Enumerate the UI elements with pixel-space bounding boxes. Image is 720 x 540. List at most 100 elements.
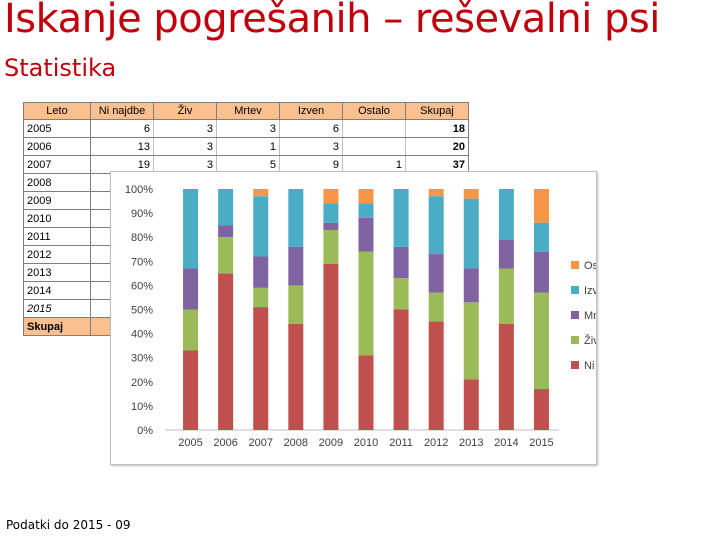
header-ziv: Živ: [153, 102, 217, 120]
y-tick-label: 60%: [131, 280, 153, 292]
table-cell: 6: [90, 119, 154, 138]
bar-segment-izven-2013: [463, 198, 479, 269]
table-cell-year: 2014: [23, 281, 91, 300]
bar-segment--iv-2013: [463, 302, 479, 380]
slide-subtitle: Statistika: [4, 54, 117, 82]
table-cell-year: 2006: [23, 137, 91, 156]
bar-segment-ni-najdbe-2008: [288, 323, 304, 430]
table-cell: 3: [279, 137, 343, 156]
bar-segment--iv-2007: [253, 287, 269, 308]
table-cell: [342, 119, 406, 138]
y-tick-label: 10%: [131, 401, 153, 413]
legend-label: Živ: [584, 334, 596, 347]
y-tick-label: 20%: [131, 377, 153, 389]
header-skupaj: Skupaj: [405, 102, 469, 120]
bar-segment-ostalo-2012: [428, 189, 444, 197]
x-tick-label: 2015: [529, 437, 553, 449]
bar-segment-izven-2011: [393, 189, 409, 247]
bar-segment-ni-najdbe-2010: [358, 355, 374, 430]
bar-segment-izven-2005: [183, 189, 199, 269]
x-tick-label: 2005: [178, 437, 202, 449]
header-izven: Izven: [279, 102, 343, 120]
table-cell-year: 2009: [23, 191, 91, 210]
bar-segment-mrtev-2007: [253, 256, 269, 288]
table-cell-year: 2011: [23, 227, 91, 246]
bar-segment-mrtev-2009: [323, 222, 339, 230]
chart-panel: 0% 10% 20% 30% 40% 50% 60% 70% 80% 90% 100% 2005 200…: [110, 171, 597, 465]
x-tick-label: 2009: [319, 437, 343, 449]
table-cell-year: 2013: [23, 263, 91, 282]
x-tick-label: 2007: [248, 437, 272, 449]
table-total-label: Skupaj: [23, 317, 91, 336]
table-cell: 6: [279, 119, 343, 138]
bar-segment--iv-2008: [288, 285, 304, 324]
bar-segment-mrtev-2015: [533, 251, 549, 293]
table-cell: 20: [405, 137, 469, 156]
bar-segment-ostalo-2010: [358, 189, 374, 204]
x-tick-label: 2012: [424, 437, 448, 449]
bar-segment--iv-2011: [393, 278, 409, 310]
bar-segment-izven-2012: [428, 196, 444, 255]
table-header-row: Leto Ni najdbe Živ Mrtev Izven Ostalo Sk…: [23, 102, 469, 120]
table-row: 2005 6 3 3 6 18: [23, 119, 469, 138]
y-tick-label: 80%: [131, 232, 153, 244]
table-row: 2006 13 3 1 3 20: [23, 137, 469, 156]
header-ostalo: Ostalo: [342, 102, 406, 120]
legend-label: Ostalo: [584, 260, 596, 272]
y-tick-label: 50%: [131, 305, 153, 317]
bar-segment-ni-najdbe-2009: [323, 263, 339, 430]
bar-segment-ni-najdbe-2006: [218, 273, 234, 430]
slide-title: Iskanje pogrešanih – reševalni psi: [4, 0, 660, 42]
table-cell-year: 2010: [23, 209, 91, 228]
bar-segment-mrtev-2013: [463, 268, 479, 303]
stacked-bar-chart: 0% 10% 20% 30% 40% 50% 60% 70% 80% 90% 100% 2005 200…: [125, 184, 596, 449]
legend-swatch: [571, 261, 579, 269]
y-tick-label: 30%: [131, 353, 153, 365]
bar-segment-izven-2007: [253, 196, 269, 257]
table-cell: [342, 137, 406, 156]
table-cell-year: 2015: [23, 299, 91, 318]
footer-note: Podatki do 2015 - 09: [6, 518, 131, 532]
x-tick-label: 2010: [354, 437, 378, 449]
x-tick-label: 2006: [213, 437, 237, 449]
bar-segment-mrtev-2010: [358, 217, 374, 252]
bar-segment-mrtev-2008: [288, 246, 304, 286]
x-tick-label: 2011: [389, 437, 413, 449]
header-leto: Leto: [23, 102, 91, 120]
bar-segment--iv-2010: [358, 251, 374, 356]
bar-segment-ni-najdbe-2007: [253, 307, 269, 430]
legend-swatch: [571, 361, 579, 369]
header-mrtev: Mrtev: [216, 102, 280, 120]
bar-segment-mrtev-2005: [183, 268, 199, 310]
bar-segment--iv-2006: [218, 237, 234, 274]
table-cell-year: 2012: [23, 245, 91, 264]
bar-segment-ni-najdbe-2015: [533, 389, 549, 430]
table-cell-year: 2008: [23, 173, 91, 192]
legend-label: Ni najdbe: [584, 360, 596, 372]
bar-segment-ostalo-2007: [253, 189, 269, 197]
table-cell: 3: [153, 119, 217, 138]
bar-segment-ni-najdbe-2011: [393, 309, 409, 430]
bar-segment-izven-2010: [358, 203, 374, 218]
table-cell-year: 2005: [23, 119, 91, 138]
bar-segment-izven-2006: [218, 189, 234, 226]
bar-segment-izven-2009: [323, 203, 339, 223]
legend-label: Izven: [584, 285, 596, 297]
table-cell: 13: [90, 137, 154, 156]
table-cell: 3: [153, 137, 217, 156]
bar-segment--iv-2014: [498, 268, 514, 324]
table-cell: 1: [216, 137, 280, 156]
x-tick-label: 2008: [284, 437, 308, 449]
header-ni-najdbe: Ni najdbe: [90, 102, 154, 120]
bar-segment-ni-najdbe-2012: [428, 321, 444, 430]
bar-segment-ostalo-2013: [463, 189, 479, 199]
bar-segment-izven-2015: [533, 222, 549, 252]
legend-swatch: [571, 311, 579, 319]
bar-segment-ni-najdbe-2013: [463, 379, 479, 430]
legend-label: Mrtev: [584, 310, 596, 322]
y-tick-label: 0%: [137, 425, 153, 437]
bar-segment-ostalo-2009: [323, 189, 339, 204]
table-cell: 3: [216, 119, 280, 138]
bar-segment-izven-2008: [288, 189, 304, 247]
legend-swatch: [571, 336, 579, 344]
